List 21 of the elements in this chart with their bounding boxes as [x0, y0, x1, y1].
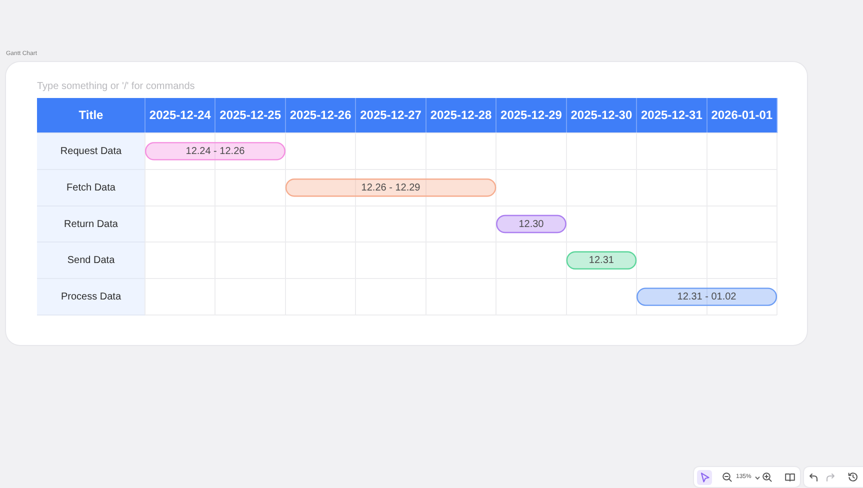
y-tick-label: Fetch Data	[66, 182, 116, 194]
x-tick-label: 2026-01-01	[711, 108, 773, 122]
y-tick-label: Return Data	[64, 218, 118, 230]
y-tick-label: Request Data	[60, 146, 122, 157]
x-tick-label: 2025-12-30	[570, 108, 632, 122]
x-tick-label: 2025-12-27	[360, 108, 422, 122]
annotation: 12.31	[588, 255, 614, 266]
x-tick-label: 2025-12-31	[640, 108, 703, 122]
x-tick-label: 2025-12-26	[290, 108, 352, 122]
text: Type something or '/' for commands	[37, 81, 195, 93]
annotation: 12.24 - 12.26	[186, 146, 246, 157]
x-tick-label: 2025-12-25	[220, 108, 282, 122]
annotation: 12.30	[518, 218, 544, 230]
y-axis-title: Title	[78, 108, 104, 122]
x-tick-label: 2025-12-29	[500, 108, 562, 122]
y-tick-label: Send Data	[67, 255, 116, 266]
annotation: 12.31 - 01.02	[677, 292, 737, 303]
x-tick-label: 2025-12-24	[149, 108, 212, 122]
annotation: 12.26 - 12.29	[361, 182, 421, 194]
y-tick-label: Process Data	[60, 292, 122, 303]
x-tick-label: 2025-12-28	[430, 108, 492, 122]
